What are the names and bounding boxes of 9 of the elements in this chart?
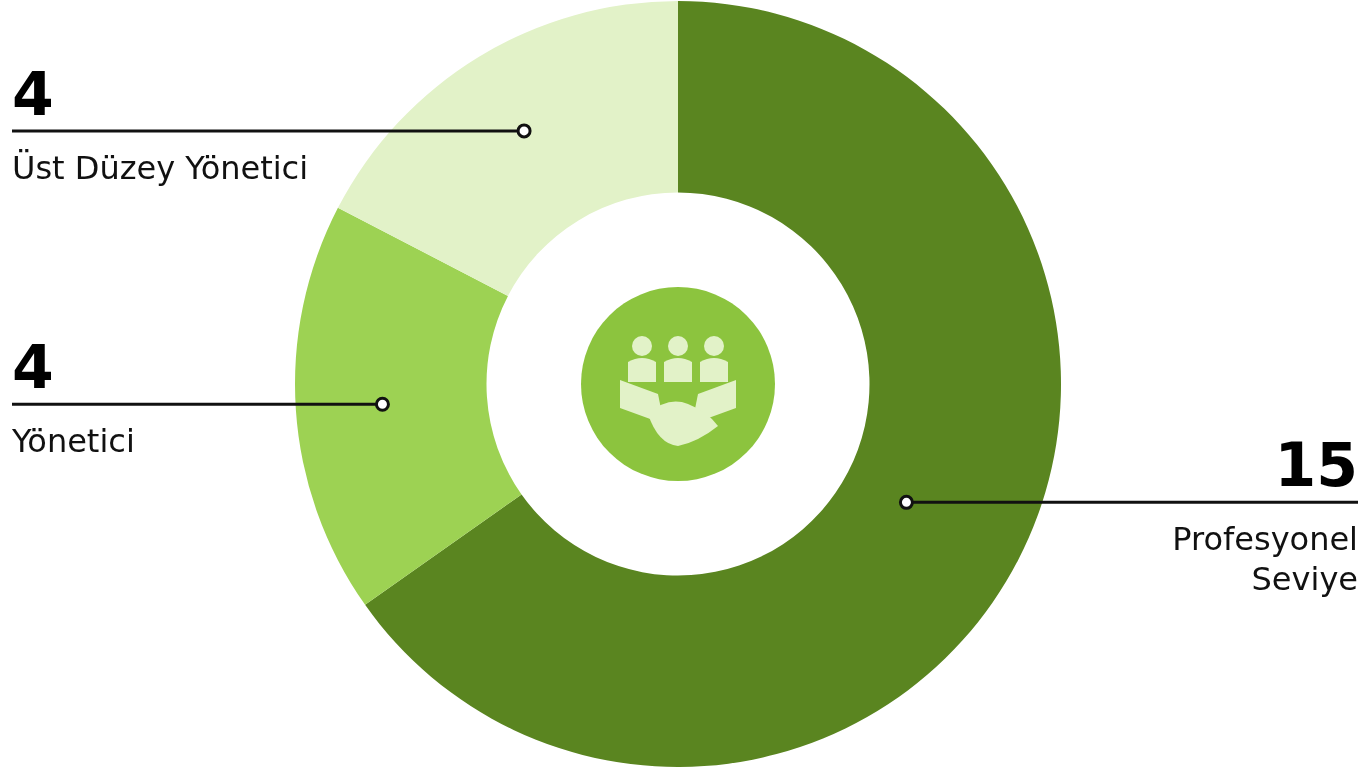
donut-slice <box>337 1 678 296</box>
donut-slice <box>365 1 1061 767</box>
slice-label: Üst Düzey Yönetici <box>12 148 309 187</box>
data-label: 15 <box>1274 430 1358 501</box>
donut-slice <box>295 207 522 605</box>
data-label: 4 <box>12 58 54 129</box>
data-label: 4 <box>12 332 54 403</box>
slice-label: Yönetici <box>11 422 135 461</box>
slice-label: Profesyonel Seviye <box>1172 520 1358 599</box>
